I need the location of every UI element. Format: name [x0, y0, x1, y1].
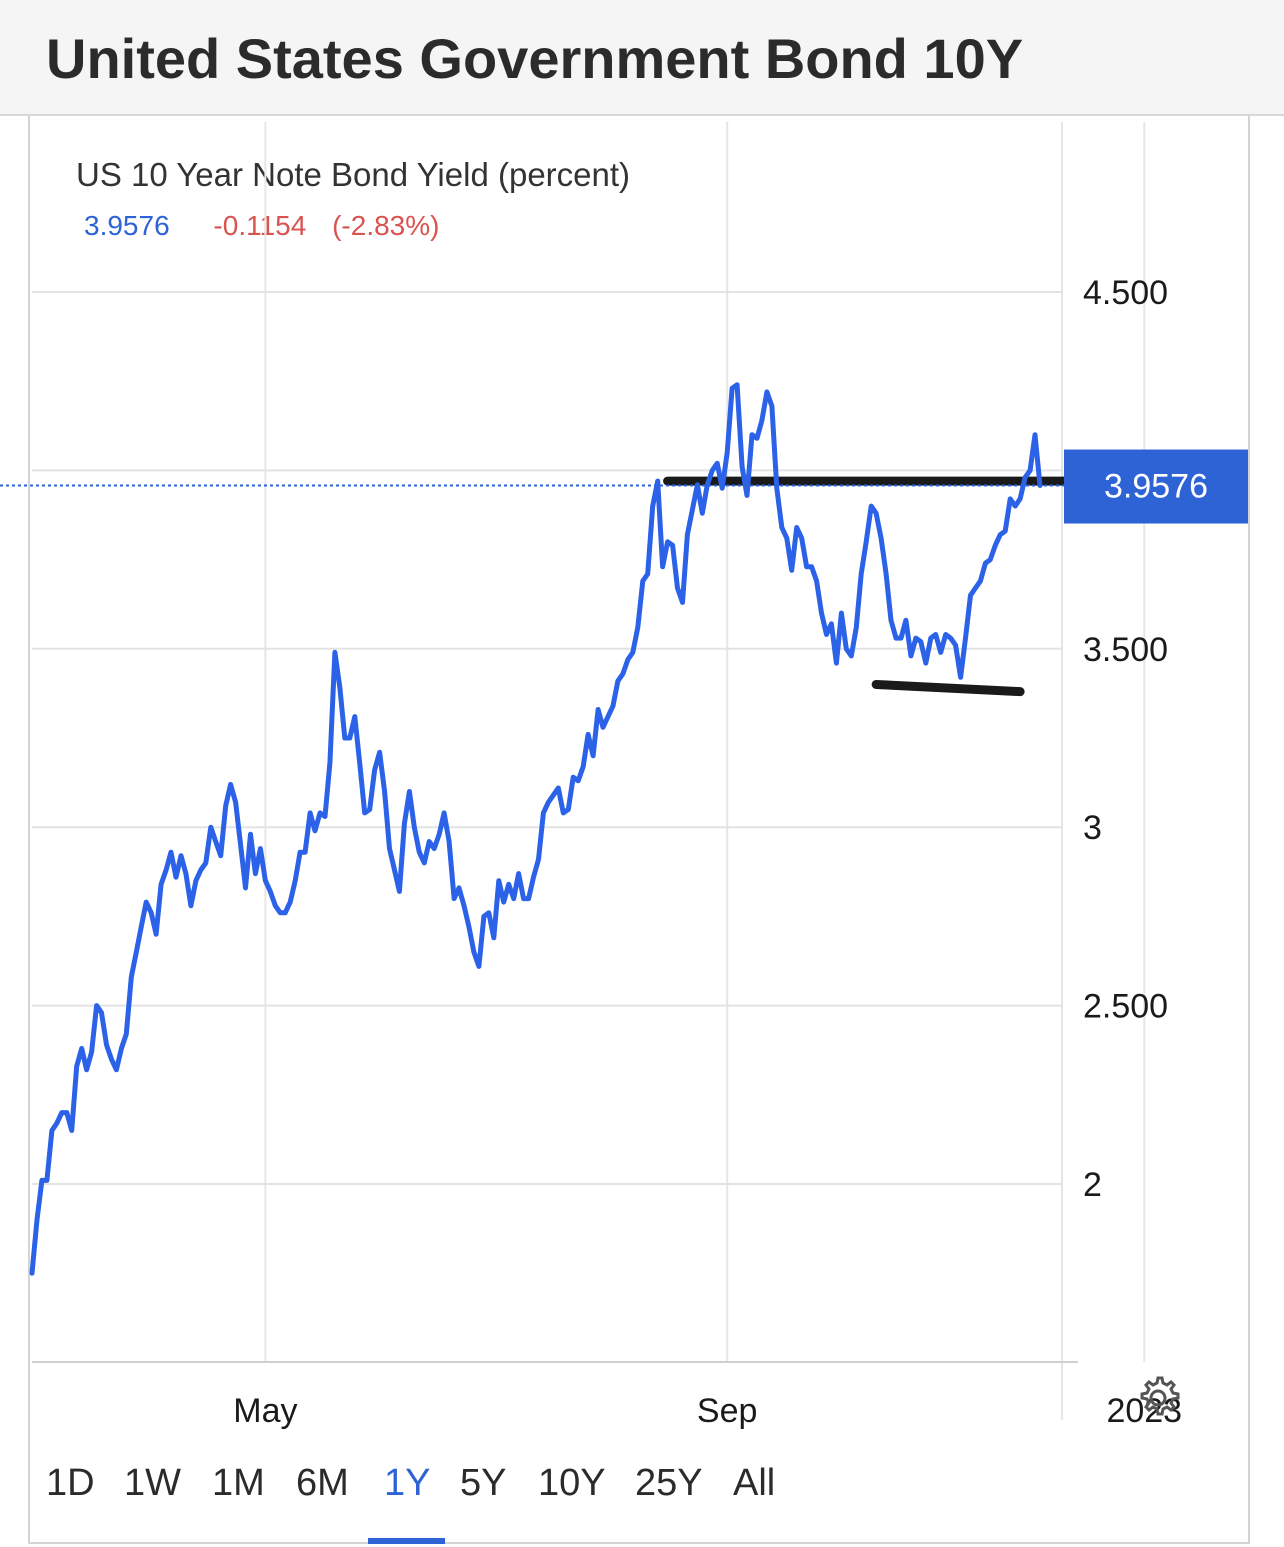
series-title: US 10 Year Note Bond Yield (percent)	[76, 156, 631, 193]
x-axis-ticks: May Sep 2023	[233, 1392, 1182, 1430]
active-range-underline	[368, 1538, 445, 1544]
chart-card	[28, 116, 1250, 1544]
y-axis-ticks: 2 2.500 3 3.500 4.500	[1083, 274, 1168, 1204]
y-tick-label: 2.500	[1083, 988, 1168, 1026]
header-bar: United States Government Bond 10Y	[0, 0, 1284, 116]
range-tab-all[interactable]: All	[733, 1462, 776, 1504]
range-tab-1d[interactable]: 1D	[46, 1462, 95, 1504]
range-tab-25y[interactable]: 25Y	[635, 1462, 703, 1504]
x-tick-label: May	[233, 1392, 297, 1430]
y-tick-label: 3	[1083, 809, 1102, 847]
quote-row: 3.9576 -0.1154 (-2.83%)	[84, 210, 439, 242]
y-tick-label: 2	[1083, 1166, 1102, 1204]
change-value: -0.1154	[213, 210, 307, 241]
range-tab-1w[interactable]: 1W	[124, 1462, 181, 1504]
gear-icon[interactable]	[1134, 1374, 1182, 1422]
last-value-badge-label: 3.9576	[1104, 468, 1208, 506]
series-line	[29, 382, 1043, 1276]
y-tick-label: 3.500	[1083, 631, 1168, 669]
hand-drawn-annotations	[663, 476, 1119, 697]
range-tab-1y[interactable]: 1Y	[384, 1462, 431, 1504]
last-value: 3.9576	[84, 210, 170, 241]
range-tab-5y[interactable]: 5Y	[460, 1462, 507, 1504]
range-tab-10y[interactable]: 10Y	[538, 1462, 606, 1504]
range-tab-6m[interactable]: 6M	[296, 1462, 349, 1504]
range-tab-1m[interactable]: 1M	[212, 1462, 265, 1504]
chart-grid	[32, 122, 1146, 1420]
annotation-line-1	[871, 679, 1025, 697]
x-tick-label: Sep	[697, 1392, 758, 1430]
page-title: United States Government Bond 10Y	[46, 27, 1024, 90]
change-percent: (-2.83%)	[332, 210, 440, 241]
last-value-badge: 3.9576	[1064, 449, 1248, 524]
y-tick-label: 4.500	[1083, 274, 1168, 312]
